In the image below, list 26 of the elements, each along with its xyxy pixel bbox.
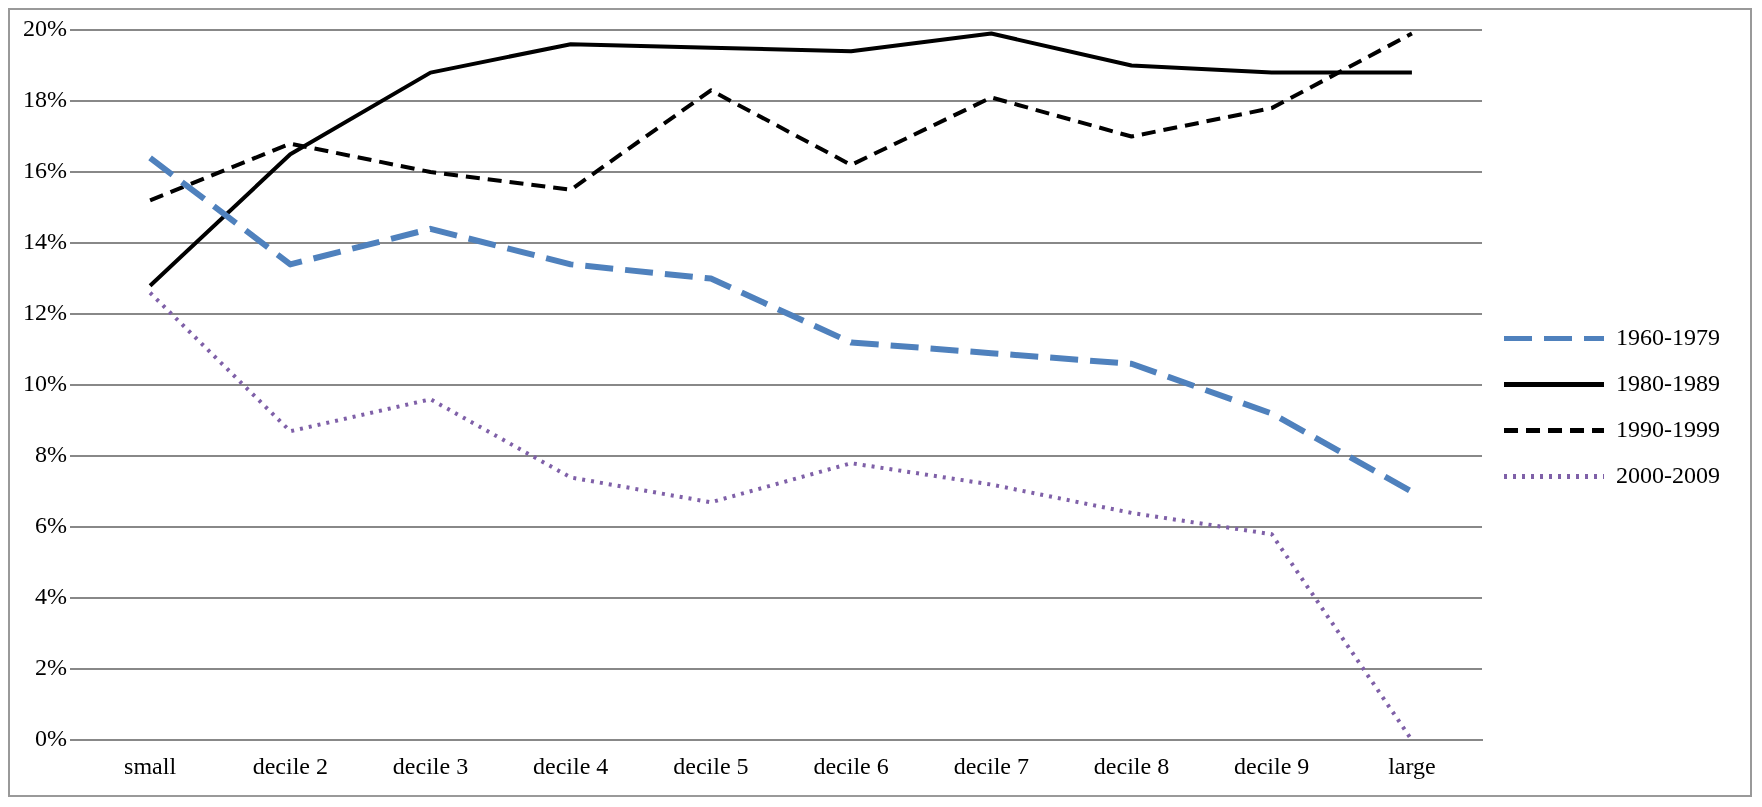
y-tick-label: 4% [34,583,67,610]
x-tick-label: decile 5 [673,752,749,779]
y-tick-label: 12% [22,299,67,326]
y-tick-label: 14% [22,228,67,255]
legend-label: 1990-1999 [1616,415,1721,442]
x-tick-label: decile 3 [392,752,469,779]
x-tick-label: decile 2 [252,752,328,779]
y-tick-label: 8% [34,441,67,468]
x-tick-label: decile 6 [813,752,889,779]
legend-label: 1960-1979 [1616,323,1721,350]
x-tick-label: decile 4 [533,752,609,779]
y-tick-label: 18% [22,86,67,113]
y-tick-label: 10% [22,370,67,397]
x-tick-label: small [124,752,177,779]
y-tick-label: 6% [34,512,67,539]
x-tick-label: decile 7 [953,752,1029,779]
legend-label: 1980-1989 [1616,369,1721,396]
line-series [148,290,1414,741]
x-tick-label: large [1388,752,1436,779]
y-tick-label: 0% [34,725,67,752]
y-tick-label: 2% [34,654,67,681]
x-tick-label: decile 8 [1093,752,1170,779]
legend-label: 2000-2009 [1616,461,1721,488]
x-tick-label: decile 9 [1234,752,1310,779]
y-tick-label: 20% [22,15,67,42]
y-tick-label: 16% [22,157,67,184]
